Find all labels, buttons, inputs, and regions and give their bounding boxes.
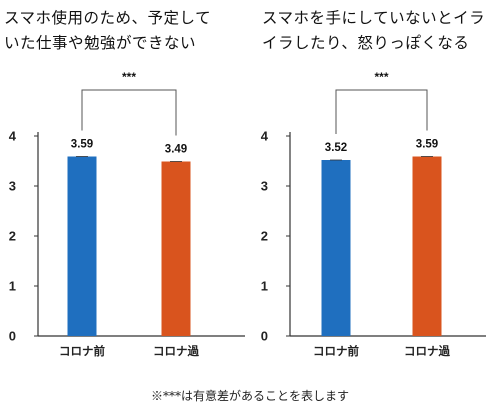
- chart-title-right: スマホを手にしていないとイラ イラしたり、怒りっぽくなる: [262, 6, 485, 56]
- data-label: 3.59: [416, 139, 438, 151]
- y-tick-label: 1: [9, 279, 16, 294]
- significance-label: ***: [374, 70, 388, 84]
- y-tick-label: 2: [261, 229, 268, 244]
- significance-label: ***: [122, 70, 136, 84]
- significance-bracket: [81, 89, 177, 136]
- y-tick-label: 1: [261, 279, 268, 294]
- bar: [161, 161, 191, 336]
- y-tick-label: 3: [9, 179, 16, 194]
- y-tick-label: 0: [261, 329, 268, 344]
- data-label: 3.59: [71, 139, 93, 151]
- title-line: イラしたり、怒りっぽくなる: [262, 34, 470, 52]
- y-tick-label: 0: [9, 329, 16, 344]
- category-label: コロナ過: [153, 344, 199, 358]
- footnote: ※***は有意差があることを表します: [150, 389, 349, 403]
- y-tick-label: 3: [261, 179, 268, 194]
- bar: [67, 156, 97, 336]
- category-label: コロナ前: [59, 344, 105, 358]
- title-line: スマホを手にしていないとイラ: [262, 9, 486, 27]
- y-tick-label: 2: [9, 229, 16, 244]
- data-label: 3.52: [325, 142, 347, 154]
- title-line: いた仕事や勉強ができない: [4, 34, 197, 52]
- y-tick-label: 4: [261, 129, 269, 144]
- bar: [412, 156, 442, 336]
- bar: [321, 160, 351, 336]
- significance-bracket: [335, 89, 428, 134]
- data-label: 3.49: [165, 144, 187, 156]
- chart-title-left: スマホ使用のため、予定して いた仕事や勉強ができない: [4, 6, 211, 56]
- y-tick-label: 4: [9, 129, 17, 144]
- category-label: コロナ前: [313, 344, 359, 358]
- category-label: コロナ過: [404, 344, 450, 358]
- title-line: スマホ使用のため、予定して: [4, 9, 212, 27]
